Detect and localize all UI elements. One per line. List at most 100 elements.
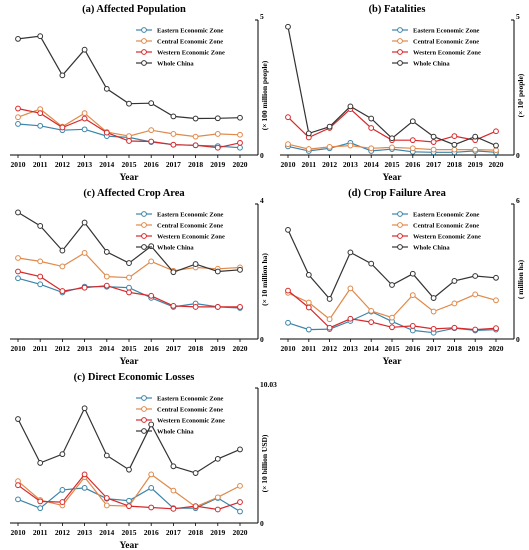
y-axis-label: (× 10 billion USD) xyxy=(260,434,269,492)
x-tick-label: 2019 xyxy=(210,528,225,537)
data-point-whole xyxy=(59,72,66,79)
x-tick-label: 2016 xyxy=(405,160,420,169)
data-point-eastern xyxy=(126,284,132,291)
data-point-central xyxy=(237,482,243,489)
x-tick-label: 2012 xyxy=(322,160,337,169)
x-tick-label: 2011 xyxy=(33,160,48,169)
legend-label-eastern: Eastern Economic Zone xyxy=(157,396,224,403)
data-point-whole xyxy=(170,113,177,120)
x-tick-label: 2011 xyxy=(33,528,48,537)
data-point-central xyxy=(285,141,291,148)
data-point-western xyxy=(148,504,155,511)
x-tick-label: 2018 xyxy=(188,528,203,537)
data-point-eastern xyxy=(237,508,243,515)
chart-svg: (c) Affected Crop Area 4 0 (× 10 million ha… xyxy=(10,188,269,367)
data-point-whole xyxy=(103,85,110,92)
data-point-eastern xyxy=(15,121,21,127)
y-zero-tick-label: 0 xyxy=(260,519,264,528)
data-point-western xyxy=(126,289,132,296)
data-point-central xyxy=(451,300,458,307)
legend-marker-eastern xyxy=(141,395,147,401)
data-point-whole xyxy=(81,219,88,226)
y-zero-tick-label: 0 xyxy=(260,151,264,160)
data-point-western xyxy=(81,115,88,122)
data-point-western xyxy=(192,142,199,149)
data-point-central xyxy=(389,144,395,151)
x-tick-label: 2017 xyxy=(426,344,441,353)
data-point-central xyxy=(148,127,155,134)
x-tick-label: 2018 xyxy=(447,160,462,169)
legend-label-central: Central Economic Zone xyxy=(413,39,479,46)
x-tick-label: 2011 xyxy=(302,344,317,353)
legend-label-western: Western Economic Zone xyxy=(157,418,225,425)
data-point-whole xyxy=(37,223,44,229)
legend: Eastern Economic Zone Central Economic Zo… xyxy=(136,211,225,252)
chart-svg: (c) Direct Economic Losses 10.03 0 (× 10 bi… xyxy=(10,372,277,550)
chart-svg: (b) Fatalities 5 0 (× 10³ people) 2010 2011 20… xyxy=(280,4,525,183)
y-axis-label: (× 100 million people) xyxy=(260,60,269,130)
data-point-eastern xyxy=(37,505,44,512)
y-axis-label: ( million ha) xyxy=(516,259,525,299)
data-point-whole xyxy=(192,470,199,476)
data-point-whole xyxy=(326,123,333,130)
data-point-whole xyxy=(493,274,499,281)
data-point-central xyxy=(305,146,312,152)
legend-label-western: Western Economic Zone xyxy=(413,234,481,241)
data-point-western xyxy=(126,138,132,144)
data-point-central xyxy=(15,114,21,121)
y-max-tick-label: 10.03 xyxy=(260,380,277,389)
legend-label-eastern: Eastern Economic Zone xyxy=(157,28,224,35)
data-point-whole xyxy=(15,36,21,42)
legend-marker-western xyxy=(141,233,147,239)
legend-label-western: Western Economic Zone xyxy=(413,50,481,57)
data-point-whole xyxy=(59,247,66,254)
x-tick-label: 2020 xyxy=(233,344,248,353)
data-point-whole xyxy=(37,460,44,466)
legend-marker-eastern xyxy=(141,27,147,33)
x-tick-label: 2015 xyxy=(385,344,400,353)
legend-marker-central xyxy=(397,222,403,228)
data-point-whole xyxy=(170,463,177,470)
data-point-central xyxy=(430,308,437,315)
x-tick-label: 2010 xyxy=(11,528,26,537)
data-point-western xyxy=(430,325,437,332)
x-tick-label: 2012 xyxy=(322,344,337,353)
x-tick-label: 2017 xyxy=(426,160,441,169)
data-point-whole xyxy=(59,451,66,458)
data-point-central xyxy=(347,285,354,292)
x-tick-label: 2015 xyxy=(122,528,137,537)
data-point-central xyxy=(368,145,375,152)
data-point-western xyxy=(81,284,88,291)
data-point-eastern xyxy=(37,122,44,129)
data-point-western xyxy=(170,505,177,512)
chart-panel-direct-economic-losses: (c) Direct Economic Losses 10.03 0 (× 10 bi… xyxy=(0,368,277,550)
x-tick-label: 2010 xyxy=(281,344,296,353)
data-point-whole xyxy=(103,452,110,459)
data-point-central xyxy=(59,263,66,270)
data-point-whole xyxy=(285,226,291,233)
x-tick-label: 2012 xyxy=(55,344,70,353)
data-point-eastern xyxy=(148,485,155,491)
x-axis-label: Year xyxy=(120,357,140,367)
y-zero-tick-label: 0 xyxy=(516,335,520,344)
data-point-central xyxy=(326,316,333,323)
data-point-western xyxy=(326,324,333,331)
legend: Eastern Economic Zone Central Economic Zo… xyxy=(136,27,225,68)
y-axis-label: (× 10 million ha) xyxy=(260,253,269,306)
x-tick-label: 2015 xyxy=(122,160,137,169)
legend-marker-western xyxy=(141,417,147,423)
data-point-central xyxy=(493,147,499,154)
x-tick-label: 2016 xyxy=(144,344,159,353)
chart-panel-affected-population: (a) Affected Population 5 0 (× 100 million … xyxy=(0,0,270,184)
data-point-central xyxy=(472,291,479,298)
x-axis-label: Year xyxy=(120,541,140,550)
legend-marker-central xyxy=(141,222,147,228)
legend-label-whole: Whole China xyxy=(157,61,194,68)
data-point-central xyxy=(409,145,416,152)
y-zero-tick-label: 0 xyxy=(260,335,264,344)
data-point-western xyxy=(389,324,395,331)
legend: Eastern Economic Zone Central Economic Zo… xyxy=(392,211,481,252)
x-tick-label: 2015 xyxy=(385,160,400,169)
data-point-western xyxy=(59,124,66,131)
data-point-whole xyxy=(148,243,155,250)
